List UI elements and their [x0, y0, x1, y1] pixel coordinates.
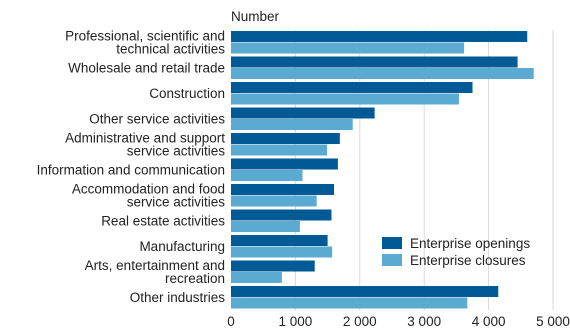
axis-title: Number [231, 9, 280, 24]
bar-closures [231, 93, 459, 105]
bar-openings [231, 82, 473, 93]
bars [231, 31, 534, 309]
bar-openings [231, 56, 518, 68]
category-label: Real estate activities [101, 213, 225, 228]
category-label: Wholesale and retail trade [68, 60, 225, 75]
category-label: technical activities [116, 41, 225, 56]
category-label: Administrative and support [65, 130, 225, 145]
bar-closures [231, 297, 468, 309]
bar-closures [231, 195, 317, 207]
bar-closures [231, 170, 303, 181]
x-tick-label: 0 [227, 314, 235, 329]
bar-openings [231, 286, 499, 297]
bar-openings [231, 31, 528, 42]
bar-openings [231, 260, 315, 272]
bar-closures [231, 221, 300, 232]
bar-closures [231, 246, 333, 258]
bar-closures [231, 119, 353, 130]
x-tick-label: 5 000 [536, 314, 570, 329]
category-label: Arts, entertainment and [85, 258, 225, 273]
legend: Enterprise openings Enterprise closures [382, 236, 530, 268]
x-tick-label: 1 000 [279, 314, 313, 329]
bar-openings [231, 133, 340, 144]
bar-closures [231, 68, 534, 79]
legend-label: Enterprise openings [410, 236, 530, 251]
category-label: Other industries [130, 290, 226, 305]
legend-swatch [382, 254, 402, 266]
category-label: Other service activities [89, 111, 225, 126]
category-label: service activities [127, 194, 226, 209]
bar-openings [231, 184, 335, 195]
bar-closures [231, 42, 465, 54]
x-tick-label: 3 000 [407, 314, 441, 329]
legend-label: Enterprise closures [410, 253, 526, 268]
category-label: Construction [149, 86, 225, 101]
bar-openings [231, 235, 328, 246]
x-tick-label: 2 000 [343, 314, 377, 329]
bar-openings [231, 209, 332, 221]
bar-closures [231, 144, 327, 156]
bar-openings [231, 158, 338, 170]
bar-openings [231, 107, 375, 119]
x-tick-labels: 0 1 000 2 000 3 000 4 000 5 000 [227, 314, 570, 329]
category-label: service activities [127, 143, 226, 158]
category-label: Information and communication [37, 162, 225, 177]
category-label: Accommodation and food [72, 181, 225, 196]
bar-closures [231, 272, 282, 283]
category-label: Manufacturing [139, 239, 225, 254]
category-label: Professional, scientific and [65, 28, 225, 43]
legend-swatch [382, 237, 402, 249]
x-tick-label: 4 000 [472, 314, 506, 329]
category-label: recreation [165, 271, 225, 286]
